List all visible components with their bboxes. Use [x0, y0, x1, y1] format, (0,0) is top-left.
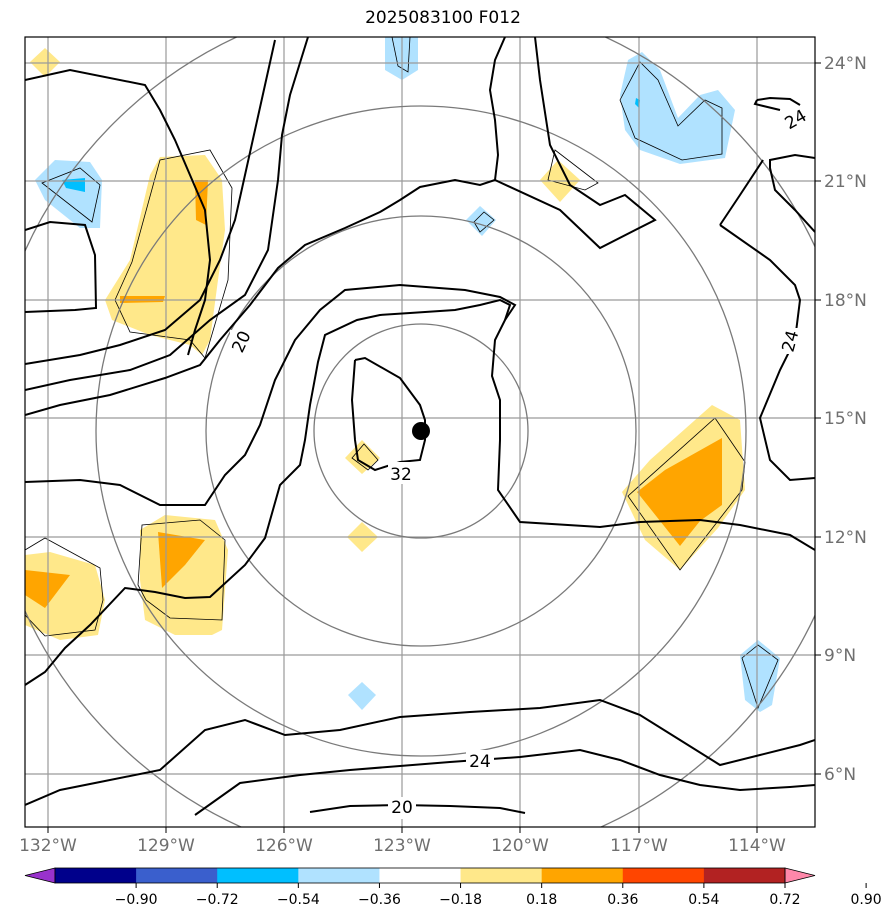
lat-label: 6°N [824, 765, 856, 785]
colorbar-extend-low [24, 867, 56, 884]
lat-label: 24°N [824, 54, 867, 74]
colorbar-bin [379, 868, 462, 883]
axis-ticks [47, 62, 821, 833]
lon-label: 117°W [610, 836, 668, 856]
colorbar-bin [55, 868, 137, 883]
colorbar-tick-label: 0.18 [526, 892, 557, 908]
lon-label: 123°W [373, 836, 431, 856]
colorbar-tick-label: −0.18 [439, 892, 482, 908]
lat-label: 15°N [824, 409, 867, 429]
lat-label: 9°N [824, 646, 856, 666]
contour-label: 32 [390, 465, 412, 485]
lon-label: 114°W [728, 836, 786, 856]
colorbar-tick-label: 0.36 [607, 892, 638, 908]
lon-label: 132°W [19, 836, 77, 856]
lat-label: 12°N [824, 528, 867, 548]
lat-label: 18°N [824, 291, 867, 311]
lon-label: 126°W [255, 836, 313, 856]
colorbar-bin [136, 868, 218, 883]
colorbar-bin [541, 868, 624, 883]
colorbar-bin [217, 868, 299, 883]
colorbar-bin [703, 868, 786, 883]
latitude-labels: 24°N 21°N 18°N 15°N 12°N 9°N 6°N [824, 54, 867, 785]
lon-label: 120°W [491, 836, 549, 856]
lon-label: 129°W [137, 836, 195, 856]
contour-label: 20 [391, 798, 413, 818]
colorbar-bin [298, 868, 380, 883]
longitude-labels: 132°W 129°W 126°W 123°W 120°W 117°W 114°… [19, 836, 786, 856]
colorbar-tick-label: −0.36 [358, 892, 401, 908]
colorbar-bin [622, 868, 705, 883]
colorbar-tick-label: 0.54 [688, 892, 719, 908]
storm-center-marker [412, 422, 430, 440]
colorbar-tick-label: 0.72 [769, 892, 800, 908]
colorbar-tick-label: 0.90 [851, 892, 882, 908]
shading-layer [25, 37, 780, 712]
colorbar-tick-label: −0.54 [277, 892, 320, 908]
range-rings [25, 37, 815, 827]
map-plot-area: 20 32 24 20 24 24 [25, 37, 815, 827]
colorbar: −0.90 −0.72 −0.54 −0.36 −0.18 0.18 0.36 0.54 0.7… [24, 867, 882, 908]
contour-lines [25, 37, 815, 816]
map-title: 2025083100 F012 [365, 8, 521, 28]
colorbar-bin [460, 868, 543, 883]
colorbar-frame [54, 867, 786, 884]
colorbar-extend-high [784, 867, 816, 884]
lat-label: 21°N [824, 172, 867, 192]
contour-label: 24 [469, 752, 491, 772]
colorbar-tick-label: −0.90 [115, 892, 158, 908]
map-frame [24, 36, 816, 828]
colorbar-tick-label: −0.72 [196, 892, 239, 908]
contour-labels: 20 32 24 20 24 24 [228, 106, 810, 819]
